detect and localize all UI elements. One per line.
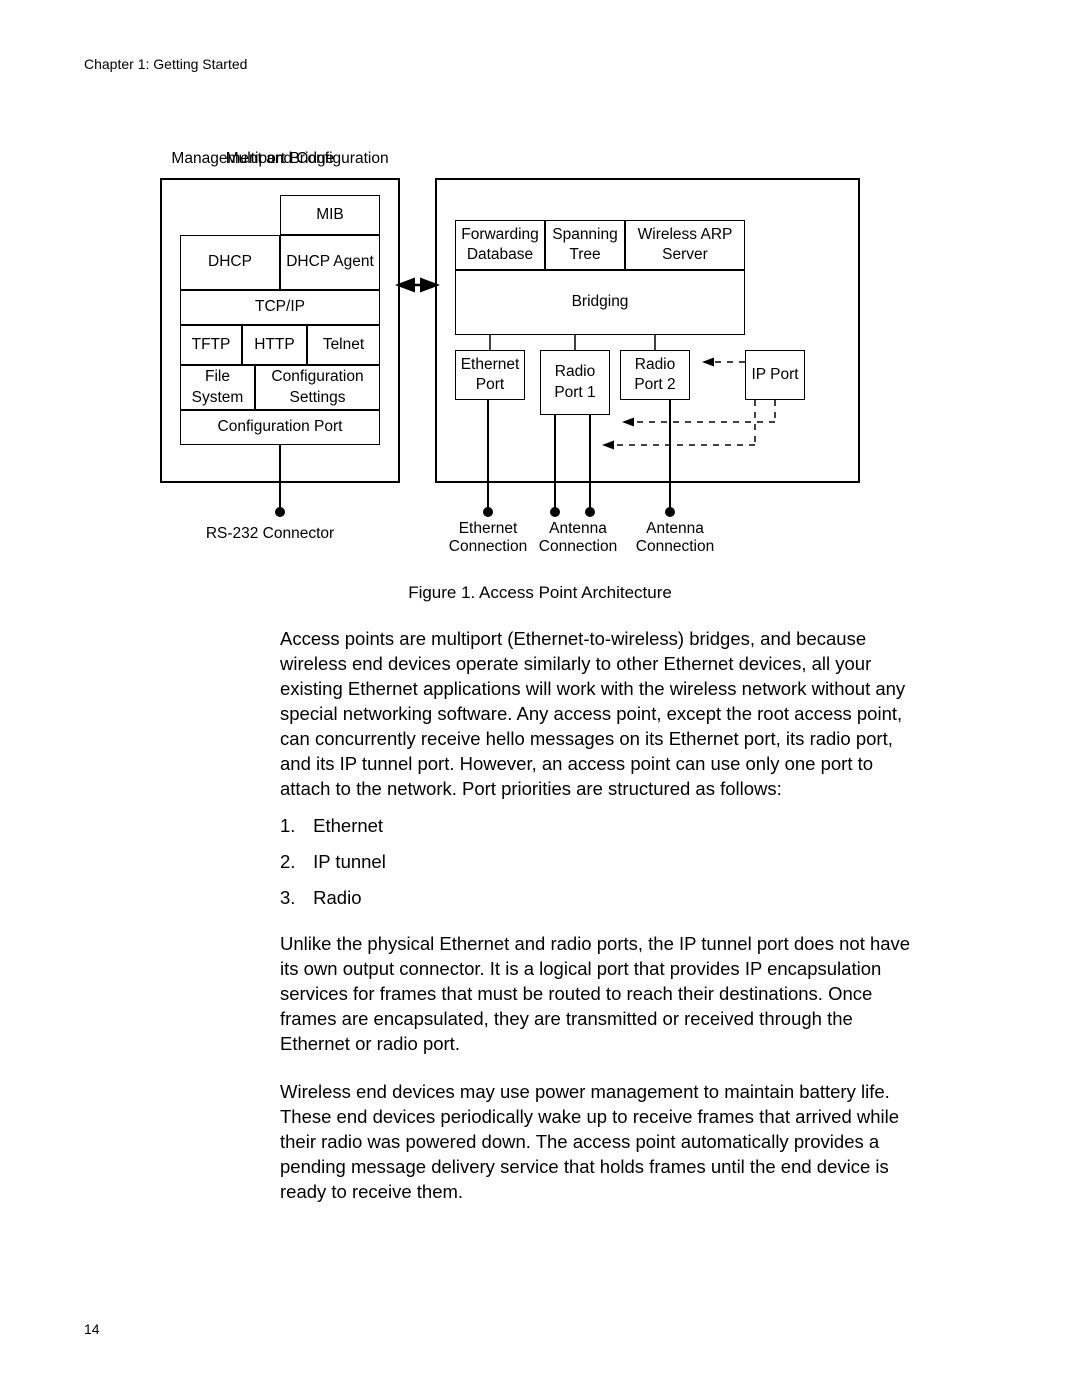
list-label: Radio xyxy=(313,887,361,908)
list-item: 2. IP tunnel xyxy=(280,851,920,873)
architecture-diagram: Management and Configuration Multiport B… xyxy=(150,150,870,570)
port-priority-list: 1. Ethernet 2. IP tunnel 3. Radio xyxy=(280,815,920,923)
list-item: 1. Ethernet xyxy=(280,815,920,837)
paragraph-1: Access points are multiport (Ethernet-to… xyxy=(280,627,925,802)
paragraph-2: Unlike the physical Ethernet and radio p… xyxy=(280,932,925,1057)
chapter-header: Chapter 1: Getting Started xyxy=(84,56,247,72)
diagram-connectors xyxy=(150,150,870,570)
page-number: 14 xyxy=(84,1321,100,1337)
page: Chapter 1: Getting Started Management an… xyxy=(0,0,1080,1397)
list-label: IP tunnel xyxy=(313,851,386,872)
list-label: Ethernet xyxy=(313,815,383,836)
list-number: 3. xyxy=(280,887,308,909)
paragraph-3: Wireless end devices may use power manag… xyxy=(280,1080,925,1205)
list-number: 2. xyxy=(280,851,308,873)
list-number: 1. xyxy=(280,815,308,837)
list-item: 3. Radio xyxy=(280,887,920,909)
figure-caption: Figure 1. Access Point Architecture xyxy=(0,583,1080,603)
